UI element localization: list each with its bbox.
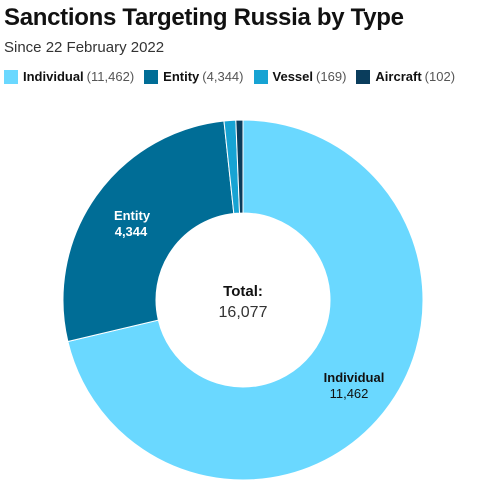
legend-label-entity: Entity <box>163 69 200 84</box>
chart-title: Sanctions Targeting Russia by Type <box>4 4 404 31</box>
slice-value-individual: 11,462 <box>330 386 369 401</box>
donut-slices <box>62 119 424 481</box>
legend-item-entity[interactable]: Entity 4,344 <box>144 69 243 84</box>
slice-label-entity: Entity <box>114 208 151 223</box>
legend-swatch-individual <box>4 69 18 84</box>
chart-subtitle: Since 22 February 2022 <box>4 39 165 56</box>
legend-swatch-vessel <box>253 69 268 84</box>
legend-swatch-aircraft <box>356 69 371 84</box>
slice-individual[interactable] <box>67 119 424 481</box>
legend-label-aircraft: Aircraft <box>375 69 422 84</box>
legend-swatch-entity <box>144 69 159 84</box>
legend-item-aircraft[interactable]: Aircraft 102 <box>356 69 455 84</box>
legend-label-individual: Individual <box>23 69 84 84</box>
legend-count-entity: 4,344 <box>202 69 243 84</box>
legend-count-vessel: 169 <box>316 69 346 84</box>
legend-item-individual[interactable]: Individual 11,462 <box>4 69 134 84</box>
center-total-value: 16,077 <box>219 304 268 321</box>
slice-entity[interactable] <box>62 120 235 343</box>
legend-label-vessel: Vessel <box>272 69 314 84</box>
slice-label-individual: Individual <box>324 370 385 385</box>
legend-count-aircraft: 102 <box>425 69 455 84</box>
slice-value-entity: 4,344 <box>115 224 148 239</box>
center-total-label: Total: <box>223 283 263 300</box>
legend: Individual 11,462 Entity 4,344 Vessel 16… <box>4 69 465 84</box>
legend-item-vessel[interactable]: Vessel 169 <box>253 69 347 84</box>
legend-count-individual: 11,462 <box>87 69 134 84</box>
slice-aircraft[interactable] <box>235 119 244 214</box>
